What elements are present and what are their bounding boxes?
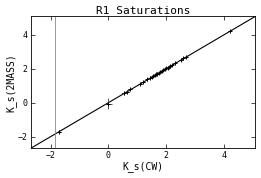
X-axis label: K_s(CW): K_s(CW) <box>122 162 164 172</box>
Y-axis label: K_s(2MASS): K_s(2MASS) <box>5 53 16 112</box>
Title: R1 Saturations: R1 Saturations <box>96 6 190 15</box>
